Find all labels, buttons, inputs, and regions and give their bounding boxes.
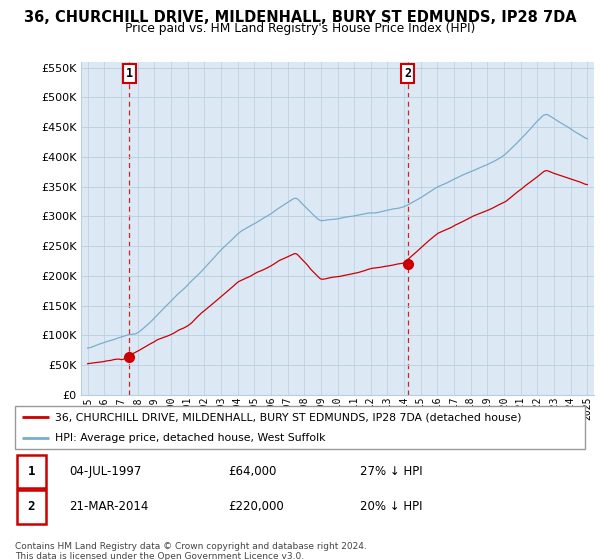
Text: 20% ↓ HPI: 20% ↓ HPI bbox=[360, 500, 422, 514]
Text: 2: 2 bbox=[404, 67, 412, 80]
Text: HPI: Average price, detached house, West Suffolk: HPI: Average price, detached house, West… bbox=[55, 433, 326, 444]
Text: 1: 1 bbox=[126, 67, 133, 80]
Text: 36, CHURCHILL DRIVE, MILDENHALL, BURY ST EDMUNDS, IP28 7DA (detached house): 36, CHURCHILL DRIVE, MILDENHALL, BURY ST… bbox=[55, 412, 522, 422]
FancyBboxPatch shape bbox=[17, 455, 46, 488]
Text: 27% ↓ HPI: 27% ↓ HPI bbox=[360, 465, 422, 478]
Text: 21-MAR-2014: 21-MAR-2014 bbox=[69, 500, 148, 514]
Text: Price paid vs. HM Land Registry's House Price Index (HPI): Price paid vs. HM Land Registry's House … bbox=[125, 22, 475, 35]
Text: 2: 2 bbox=[28, 500, 35, 514]
Text: £64,000: £64,000 bbox=[228, 465, 277, 478]
Text: £220,000: £220,000 bbox=[228, 500, 284, 514]
FancyBboxPatch shape bbox=[15, 406, 585, 450]
Text: 04-JUL-1997: 04-JUL-1997 bbox=[69, 465, 142, 478]
Text: 1: 1 bbox=[28, 465, 35, 478]
FancyBboxPatch shape bbox=[17, 490, 46, 524]
Text: 36, CHURCHILL DRIVE, MILDENHALL, BURY ST EDMUNDS, IP28 7DA: 36, CHURCHILL DRIVE, MILDENHALL, BURY ST… bbox=[23, 10, 577, 25]
Text: Contains HM Land Registry data © Crown copyright and database right 2024.
This d: Contains HM Land Registry data © Crown c… bbox=[15, 542, 367, 560]
